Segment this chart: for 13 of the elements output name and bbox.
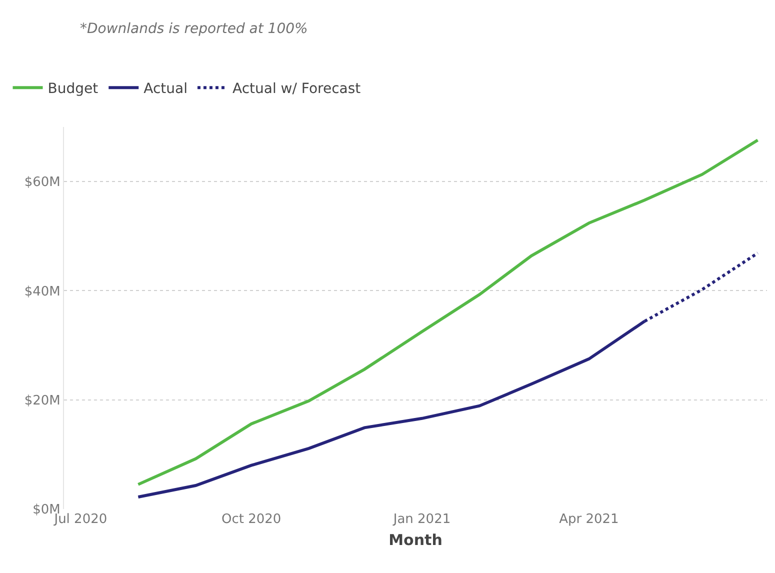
legend-label: Budget bbox=[48, 81, 99, 98]
text: *Downlands is reported at 100% bbox=[80, 21, 308, 37]
legend-label: Actual bbox=[144, 81, 188, 98]
line-series bbox=[136, 138, 760, 486]
x-tick-label: Jul 2020 bbox=[53, 512, 108, 527]
y-tick-label: $60M bbox=[24, 175, 60, 190]
x-axis-title: Month bbox=[388, 531, 442, 549]
legend-label: Actual w/ Forecast bbox=[232, 81, 362, 98]
y-tick-label: $20M bbox=[24, 393, 60, 408]
x-tick-label: Jan 2021 bbox=[392, 512, 451, 527]
x-tick-label: Apr 2021 bbox=[559, 512, 619, 527]
x-tick-label: Oct 2020 bbox=[221, 512, 282, 527]
y-tick-label: $40M bbox=[24, 284, 60, 300]
